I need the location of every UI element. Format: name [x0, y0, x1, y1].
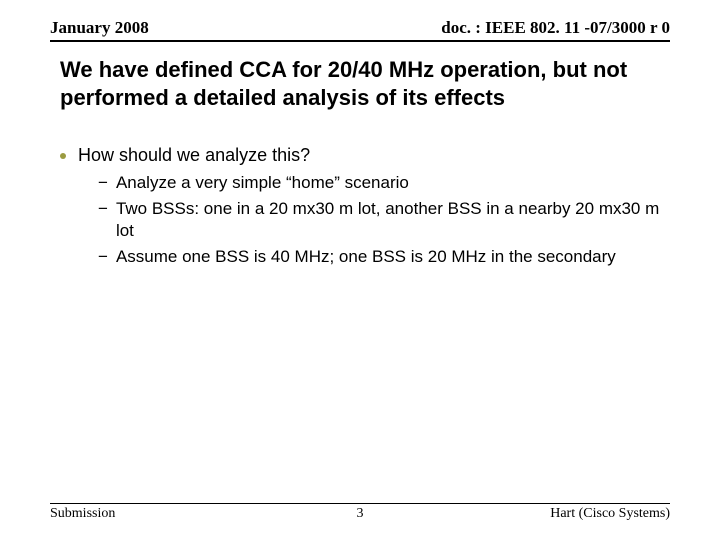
footer-bar: Submission 3 Hart (Cisco Systems): [50, 503, 670, 522]
footer-left: Submission: [50, 506, 115, 522]
dash-icon: −: [98, 246, 108, 268]
slide-content: How should we analyze this? − Analyze a …: [60, 145, 660, 272]
slide-title: We have defined CCA for 20/40 MHz operat…: [60, 56, 670, 111]
dash-icon: −: [98, 198, 108, 220]
bullet-text: How should we analyze this?: [78, 145, 310, 166]
bullet-text: Analyze a very simple “home” scenario: [116, 172, 409, 194]
footer-author: Hart (Cisco Systems): [550, 506, 670, 522]
list-item: How should we analyze this?: [60, 145, 660, 166]
header-docref: doc. : IEEE 802. 11 -07/3000 r 0: [441, 18, 670, 38]
dash-icon: −: [98, 172, 108, 194]
footer-page-number: 3: [357, 506, 364, 522]
header-date: January 2008: [50, 18, 149, 38]
bullet-text: Two BSSs: one in a 20 mx30 m lot, anothe…: [116, 198, 660, 242]
list-item: − Assume one BSS is 40 MHz; one BSS is 2…: [98, 246, 660, 268]
list-item: − Two BSSs: one in a 20 mx30 m lot, anot…: [98, 198, 660, 242]
bullet-text: Assume one BSS is 40 MHz; one BSS is 20 …: [116, 246, 616, 268]
list-item: − Analyze a very simple “home” scenario: [98, 172, 660, 194]
header-bar: January 2008 doc. : IEEE 802. 11 -07/300…: [50, 18, 670, 42]
bullet-dot-icon: [60, 153, 66, 159]
